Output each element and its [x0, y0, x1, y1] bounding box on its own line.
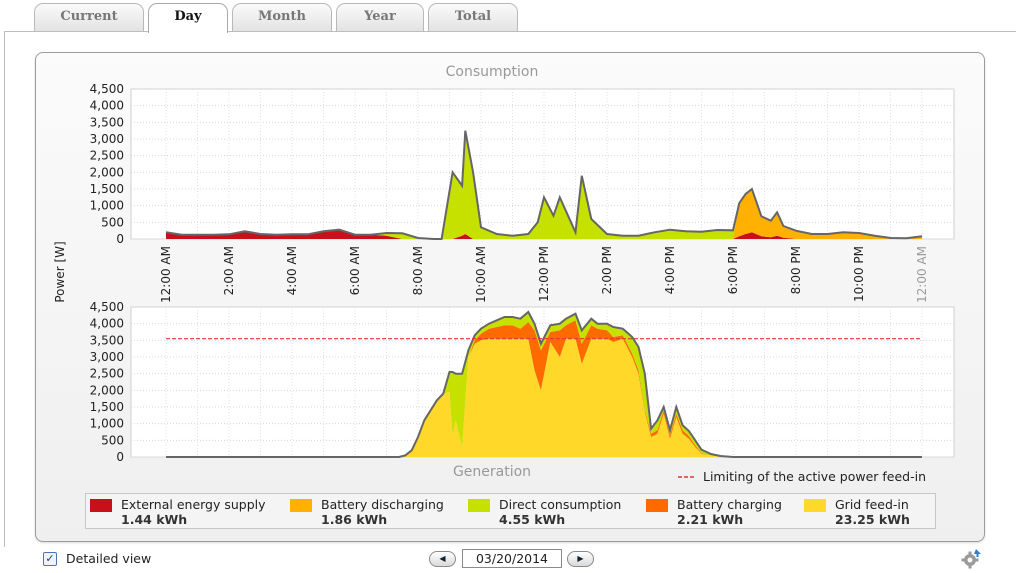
x-tick-label: 2:00 AM	[222, 246, 236, 295]
tab-year[interactable]: Year	[336, 3, 424, 32]
generation-y-tick-label: 0	[116, 450, 124, 464]
legend-value-battery-charging: 2.21 kWh	[677, 512, 744, 527]
legend-swatch-direct-consumption	[468, 499, 490, 512]
left-arrow-icon: ◀	[439, 554, 446, 563]
generation-total-outline	[166, 310, 922, 458]
x-tick-label: 10:00 PM	[852, 246, 866, 302]
generation-y-tick-label: 4,000	[90, 317, 124, 331]
detailed-view-checkbox[interactable]: ✓	[43, 552, 57, 566]
next-day-button[interactable]: ▶	[567, 551, 594, 567]
generation-y-tick-label: 4,500	[90, 300, 124, 314]
generation-series-battery-charging	[166, 320, 922, 457]
legend-value-battery-discharging: 1.86 kWh	[321, 512, 388, 527]
consumption-y-tick-label: 4,000	[90, 99, 124, 113]
consumption-y-tick-label: 1,500	[90, 182, 124, 196]
consumption-y-tick-label: 0	[116, 232, 124, 246]
generation-y-tick-label: 1,000	[90, 417, 124, 431]
legend-label-direct-consumption: Direct consumption	[499, 497, 622, 512]
date-field[interactable]: 03/20/2014	[462, 549, 562, 568]
detailed-view-label: Detailed view	[66, 551, 152, 566]
x-tick-label: 6:00 PM	[726, 246, 740, 294]
legend: External energy supply 1.44 kWh Battery …	[85, 493, 936, 529]
generation-series-direct-consumption	[166, 312, 922, 457]
consumption-y-tick-label: 2,000	[90, 165, 124, 179]
tab-day[interactable]: Day	[148, 3, 228, 33]
consumption-y-tick-label: 1,000	[90, 199, 124, 213]
x-tick-label: 8:00 AM	[411, 246, 425, 295]
legend-swatch-battery-discharging	[290, 499, 312, 512]
x-tick-label: 8:00 PM	[789, 246, 803, 294]
consumption-series-direct-consumption	[166, 130, 922, 239]
legend-label-grid-feed-in: Grid feed-in	[835, 497, 909, 512]
consumption-total-outline	[165, 130, 923, 240]
previous-day-button[interactable]: ◀	[429, 551, 456, 567]
consumption-chart-title: Consumption	[446, 64, 539, 80]
x-tick-label: 4:00 PM	[663, 246, 677, 294]
consumption-y-tick-label: 3,500	[90, 115, 124, 129]
gear-icon[interactable]	[960, 548, 982, 570]
limit-legend-label: Limiting of the active power feed-in	[703, 469, 926, 484]
generation-y-tick-label: 1,500	[90, 400, 124, 414]
x-tick-label: 4:00 AM	[285, 246, 299, 295]
consumption-y-tick-label: 500	[101, 215, 124, 229]
legend-label-external-supply: External energy supply	[121, 497, 266, 512]
legend-swatch-battery-charging	[646, 499, 668, 512]
generation-y-tick-label: 500	[101, 433, 124, 447]
x-tick-label: 2:00 PM	[600, 246, 614, 294]
generation-chart-title: Generation	[453, 464, 531, 480]
tab-total[interactable]: Total	[428, 3, 518, 32]
generation-y-tick-label: 2,000	[90, 383, 124, 397]
legend-value-direct-consumption: 4.55 kWh	[499, 512, 566, 527]
x-tick-label: 12:00 AM	[915, 246, 929, 303]
generation-y-tick-label: 2,500	[90, 367, 124, 381]
consumption-series-external-energy-supply	[166, 229, 922, 239]
y-axis-label: Power [W]	[53, 241, 67, 302]
consumption-y-tick-label: 2,500	[90, 149, 124, 163]
x-tick-label: 12:00 PM	[537, 246, 551, 302]
legend-label-battery-discharging: Battery discharging	[321, 497, 444, 512]
right-arrow-icon: ▶	[577, 554, 584, 563]
x-tick-label: 10:00 AM	[474, 246, 488, 303]
legend-swatch-external-supply	[90, 499, 112, 512]
consumption-y-tick-label: 3,000	[90, 132, 124, 146]
generation-y-tick-label: 3,500	[90, 333, 124, 347]
consumption-series-battery-discharging	[166, 189, 922, 239]
generation-y-tick-label: 3,000	[90, 350, 124, 364]
legend-value-external-supply: 1.44 kWh	[121, 512, 188, 527]
tab-month[interactable]: Month	[232, 3, 332, 32]
legend-value-grid-feed-in: 23.25 kWh	[835, 512, 910, 527]
x-tick-label: 6:00 AM	[348, 246, 362, 295]
consumption-y-tick-label: 4,500	[90, 82, 124, 96]
legend-label-battery-charging: Battery charging	[677, 497, 782, 512]
generation-series-grid-feed-in	[166, 338, 922, 457]
x-tick-label: 12:00 AM	[159, 246, 173, 303]
legend-swatch-grid-feed-in	[804, 499, 826, 512]
tab-current[interactable]: Current	[34, 3, 144, 32]
